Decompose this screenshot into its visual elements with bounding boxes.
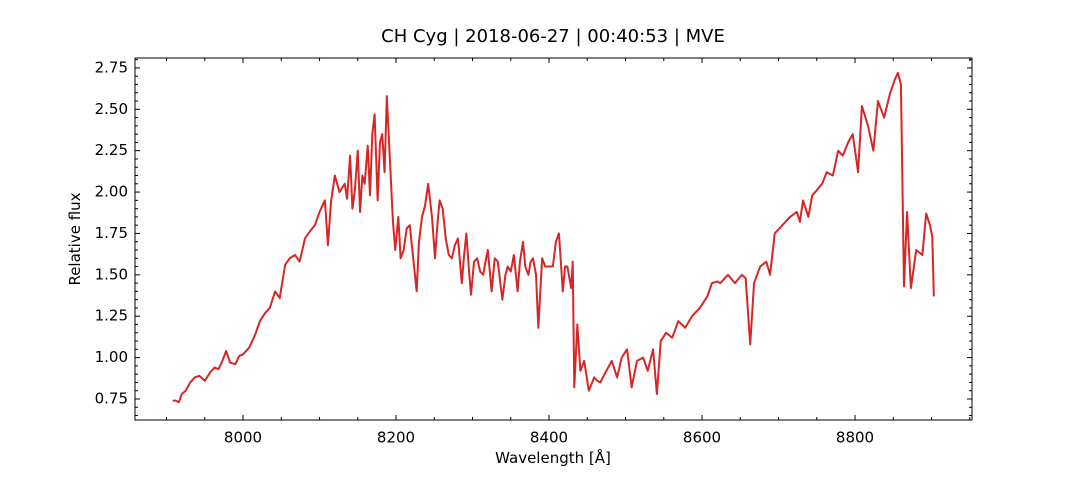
y-tick-label: 2.50 (95, 100, 128, 118)
y-tick-label: 2.75 (95, 58, 128, 76)
chart-title: CH Cyg | 2018-06-27 | 00:40:53 | MVE (381, 26, 725, 47)
x-tick-label: 8000 (224, 429, 262, 447)
x-tick-label: 8800 (836, 429, 874, 447)
x-tick-label: 8600 (683, 429, 721, 447)
y-tick-label: 1.50 (95, 265, 128, 283)
y-axis-label: Relative flux (66, 192, 84, 285)
plot-frame (134, 57, 973, 421)
y-tick-label: 0.75 (95, 389, 128, 407)
x-tick-label: 8400 (530, 429, 568, 447)
y-tick-label: 1.00 (95, 348, 128, 366)
spectrum-line (172, 71, 935, 404)
y-tick-label: 1.25 (95, 307, 128, 325)
x-axis-label: Wavelength [Å] (495, 448, 611, 467)
x-tick-label: 8200 (377, 429, 415, 447)
y-tick-label: 2.00 (95, 183, 128, 201)
y-tick-label: 1.75 (95, 224, 128, 242)
y-tick-label: 2.25 (95, 141, 128, 159)
